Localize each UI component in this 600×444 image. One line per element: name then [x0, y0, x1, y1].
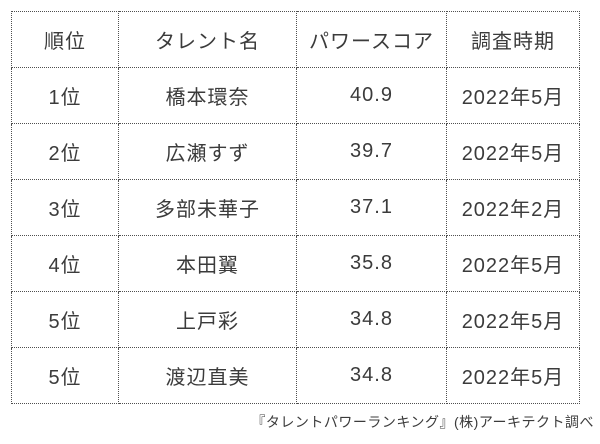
table-row: 4位 本田翼 35.8 2022年5月 — [11, 235, 580, 292]
rank-cell: 3位 — [11, 179, 119, 236]
period-cell: 2022年5月 — [446, 67, 580, 124]
table-row: 3位 多部未華子 37.1 2022年2月 — [11, 179, 580, 236]
name-cell: 多部未華子 — [118, 179, 297, 236]
rank-cell: 1位 — [11, 67, 119, 124]
period-cell: 2022年5月 — [446, 291, 580, 348]
period-cell: 2022年5月 — [446, 347, 580, 404]
table-row: 2位 広瀬すず 39.7 2022年5月 — [11, 123, 580, 180]
score-cell: 34.8 — [296, 291, 447, 348]
header-score: パワースコア — [296, 11, 447, 68]
talent-power-ranking-table: 順位 タレント名 パワースコア 調査時期 1位 橋本環奈 40.9 2022年5… — [11, 11, 580, 404]
table-row: 5位 渡辺直美 34.8 2022年5月 — [11, 347, 580, 404]
score-cell: 37.1 — [296, 179, 447, 236]
table-row: 5位 上戸彩 34.8 2022年5月 — [11, 291, 580, 348]
score-cell: 35.8 — [296, 235, 447, 292]
score-cell: 39.7 — [296, 123, 447, 180]
header-name: タレント名 — [118, 11, 297, 68]
source-note: 『タレントパワーランキング』(株)アーキテクト調べ — [251, 414, 594, 430]
name-cell: 本田翼 — [118, 235, 297, 292]
period-cell: 2022年5月 — [446, 123, 580, 180]
score-cell: 34.8 — [296, 347, 447, 404]
period-cell: 2022年5月 — [446, 235, 580, 292]
score-cell: 40.9 — [296, 67, 447, 124]
name-cell: 上戸彩 — [118, 291, 297, 348]
table-row: 1位 橋本環奈 40.9 2022年5月 — [11, 67, 580, 124]
rank-cell: 2位 — [11, 123, 119, 180]
period-cell: 2022年2月 — [446, 179, 580, 236]
name-cell: 橋本環奈 — [118, 67, 297, 124]
name-cell: 渡辺直美 — [118, 347, 297, 404]
rank-cell: 5位 — [11, 291, 119, 348]
name-cell: 広瀬すず — [118, 123, 297, 180]
rank-cell: 5位 — [11, 347, 119, 404]
header-rank: 順位 — [11, 11, 119, 68]
table-header-row: 順位 タレント名 パワースコア 調査時期 — [11, 11, 580, 68]
rank-cell: 4位 — [11, 235, 119, 292]
header-period: 調査時期 — [446, 11, 580, 68]
